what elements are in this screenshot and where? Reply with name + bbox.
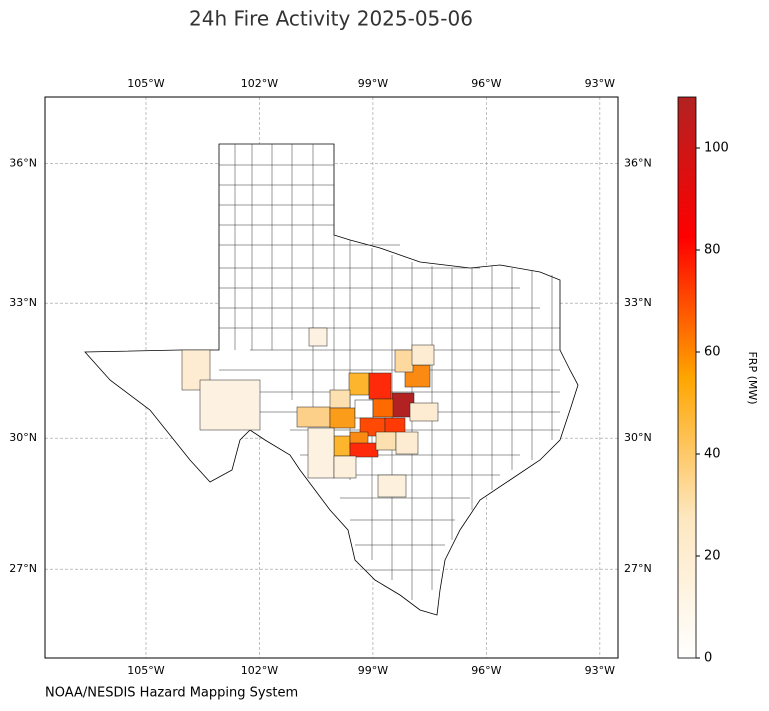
fire-county — [368, 372, 392, 400]
map-frame — [44, 96, 619, 659]
texas-outline — [84, 143, 579, 616]
fire-county — [348, 372, 370, 396]
y-tick-label-left: 27°N — [9, 562, 37, 575]
fire-county — [329, 389, 351, 409]
colorbar — [677, 96, 697, 659]
x-tick-label-top: 102°W — [241, 77, 278, 90]
fire-counties — [181, 327, 439, 498]
x-tick-label-bottom: 93°W — [585, 664, 615, 677]
colorbar-tick-label: 100 — [704, 141, 729, 156]
fire-county — [409, 402, 439, 422]
fire-county — [377, 474, 407, 498]
x-tick-label-top: 96°W — [471, 77, 501, 90]
map — [84, 143, 579, 616]
fire-county — [349, 442, 379, 458]
axis-ticks: 105°W 105°W 102°W 102°W 99°W 99°W 96°W 96°W 93°W… — [9, 77, 651, 677]
y-tick-label-right: 30°N — [624, 431, 652, 444]
colorbar-tick-label: 40 — [704, 447, 721, 462]
x-tick-label-bottom: 96°W — [471, 664, 501, 677]
fire-county — [375, 431, 397, 451]
fire-county — [411, 344, 435, 366]
fire-county — [333, 435, 351, 457]
fire-county — [296, 406, 331, 428]
x-tick-label-top: 93°W — [585, 77, 615, 90]
y-tick-label-right: 36°N — [624, 157, 652, 170]
colorbar-tick-label: 80 — [704, 243, 721, 258]
y-tick-label-left: 36°N — [9, 157, 37, 170]
fire-county — [394, 349, 414, 373]
fire-county — [354, 399, 374, 419]
x-tick-label-bottom: 105°W — [127, 664, 164, 677]
x-tick-label-bottom: 102°W — [241, 664, 278, 677]
colorbar-ticks: 0 20 40 60 80 100 — [696, 141, 729, 666]
fire-county — [372, 398, 394, 418]
x-tick-label-top: 99°W — [358, 77, 388, 90]
fire-county — [307, 427, 335, 479]
colorbar-tick-label: 20 — [704, 549, 721, 564]
y-tick-label-right: 27°N — [624, 562, 652, 575]
colorbar-label: FRP (MW) — [746, 351, 759, 404]
fire-county — [308, 327, 328, 347]
colorbar-tick-label: 0 — [704, 651, 712, 666]
colorbar-tick-label: 60 — [704, 345, 721, 360]
y-tick-label-left: 30°N — [9, 431, 37, 444]
fire-county — [199, 379, 261, 431]
y-tick-label-right: 33°N — [624, 296, 652, 309]
source-note: NOAA/NESDIS Hazard Mapping System — [45, 686, 298, 701]
fire-county — [395, 431, 419, 455]
x-tick-label-top: 105°W — [127, 77, 164, 90]
fire-county — [333, 455, 357, 479]
chart-title: 24h Fire Activity 2025-05-06 — [189, 7, 473, 31]
y-tick-label-left: 33°N — [9, 296, 37, 309]
fire-county — [329, 407, 356, 429]
x-tick-label-bottom: 99°W — [358, 664, 388, 677]
